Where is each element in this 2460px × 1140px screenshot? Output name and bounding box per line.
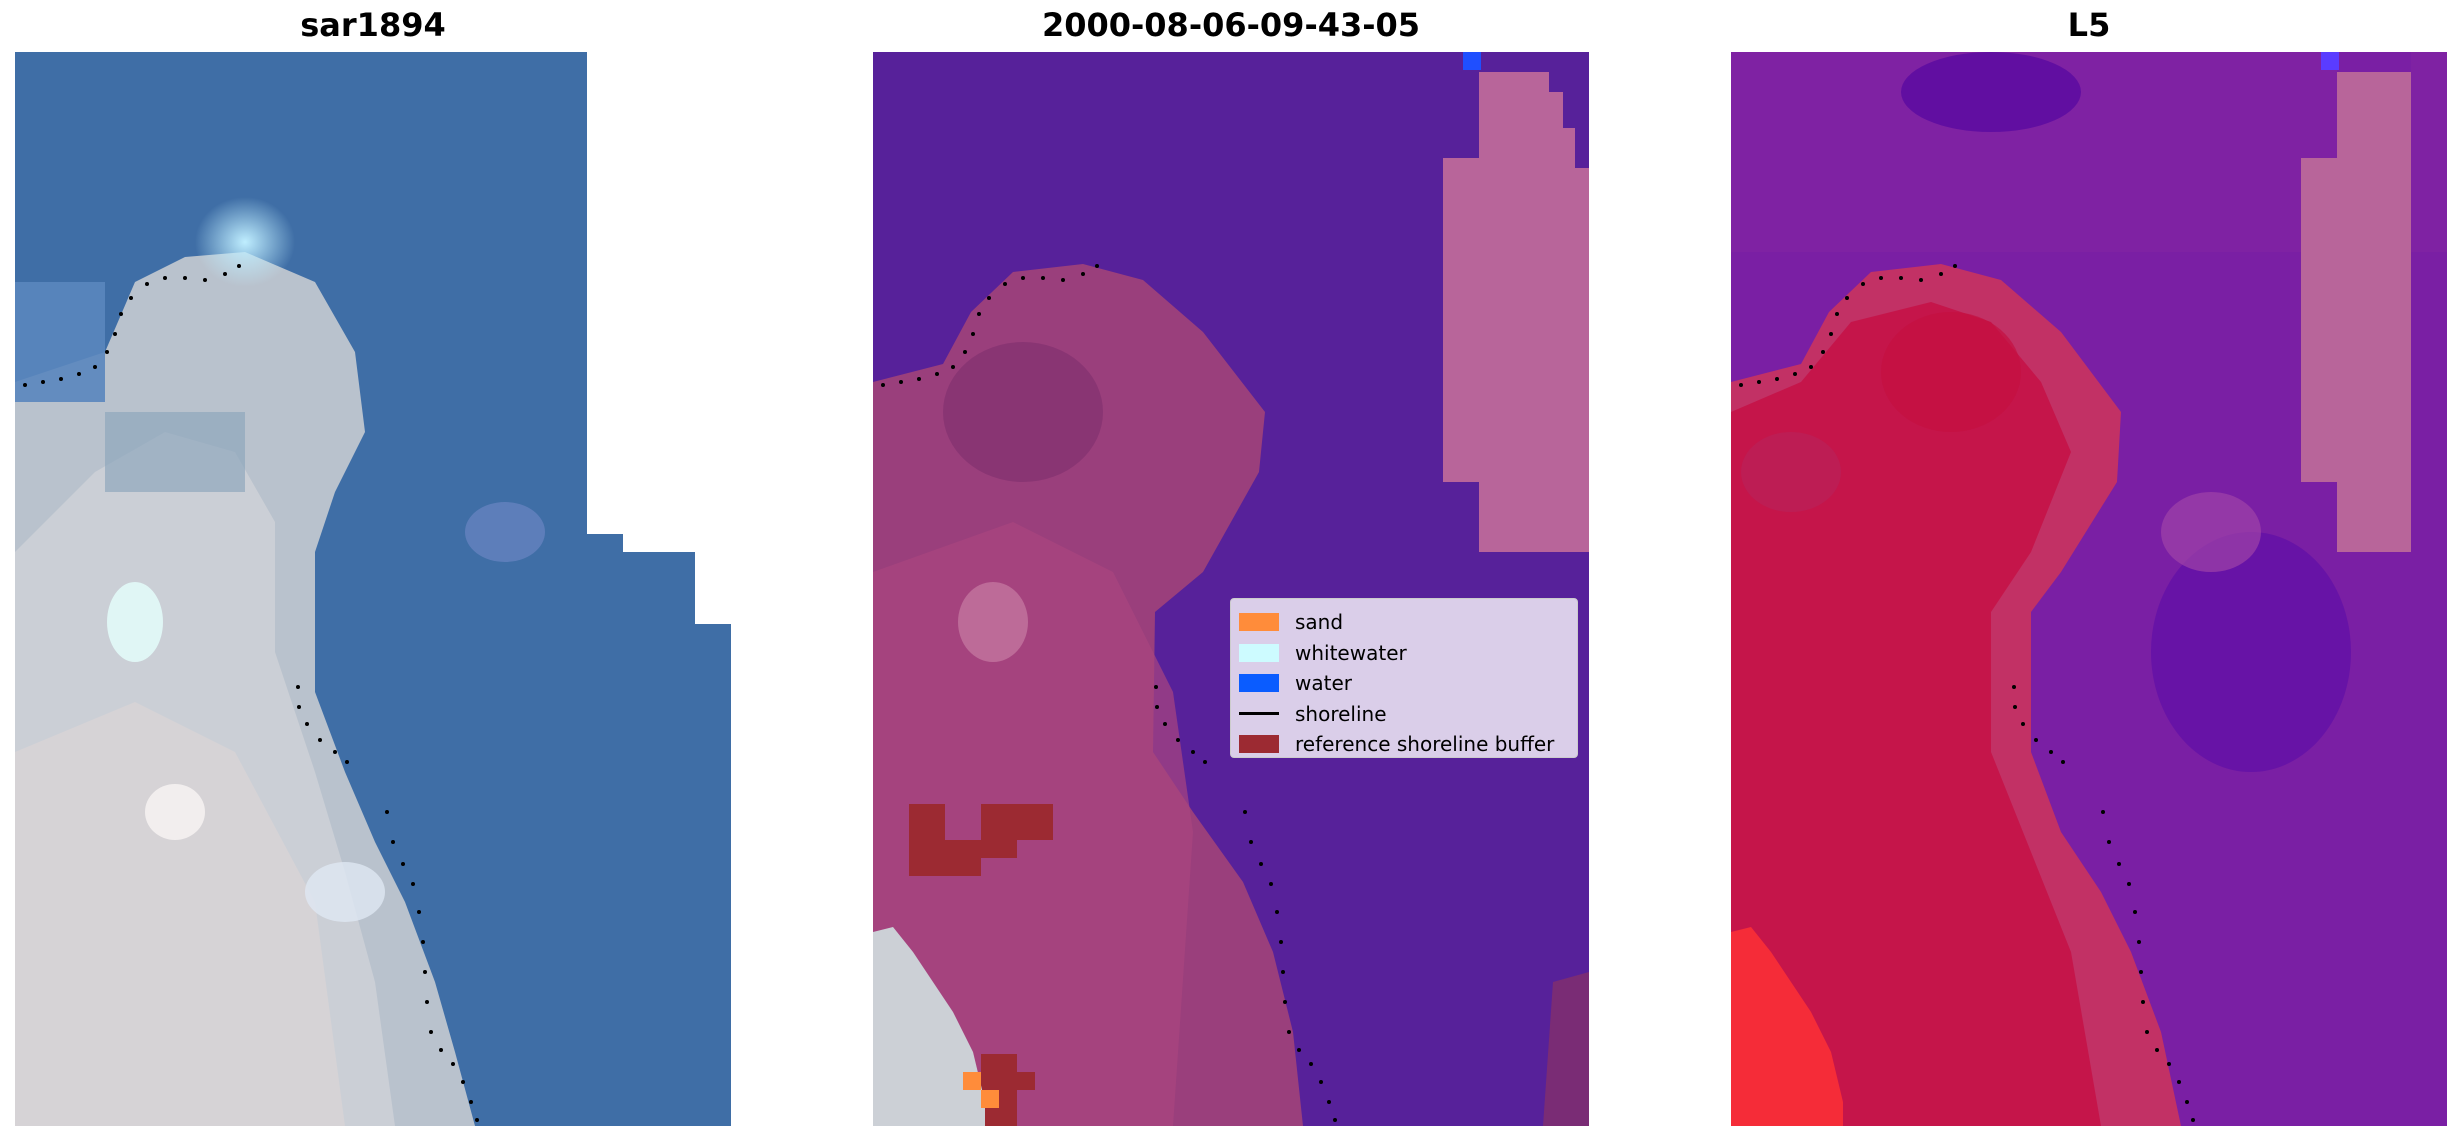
- panel-title-rgb: sar1894: [300, 6, 446, 44]
- shoreline-dots: [881, 264, 1337, 1122]
- legend-label-water: water: [1295, 671, 1352, 696]
- legend-item-whitewater: whitewater: [1239, 638, 1569, 669]
- water-swatch: [1239, 674, 1279, 693]
- shoreline-dots: [23, 264, 479, 1122]
- panel-title-index: L5: [2067, 6, 2111, 44]
- sand-swatch: [1239, 613, 1279, 632]
- legend-item-shoreline: shoreline: [1239, 699, 1569, 730]
- classification-image: [873, 52, 1589, 1126]
- legend: sand whitewater water shoreline referenc…: [1230, 598, 1578, 758]
- legend-label-sand: sand: [1295, 610, 1344, 635]
- rgb-image: [15, 52, 731, 1126]
- shoreline-line-icon: [1239, 712, 1279, 716]
- legend-label-whitewater: whitewater: [1295, 640, 1407, 665]
- reference-buffer-swatch: [1239, 735, 1279, 754]
- legend-item-sand: sand: [1239, 607, 1569, 638]
- legend-item-water: water: [1239, 668, 1569, 699]
- reference-shoreline-buffer: [909, 804, 1053, 1126]
- rgb-image-panel: [15, 52, 731, 1126]
- index-panel: [1731, 52, 2447, 1126]
- index-image: [1731, 52, 2447, 1126]
- shoreline-dots: [1739, 264, 2195, 1122]
- panel-title-classification: 2000-08-06-09-43-05: [1041, 6, 1421, 44]
- legend-item-reference-buffer: reference shoreline buffer: [1239, 729, 1569, 760]
- legend-label-shoreline: shoreline: [1295, 701, 1387, 726]
- classification-panel: [873, 52, 1589, 1126]
- whitewater-swatch: [1239, 643, 1279, 662]
- legend-label-reference-buffer: reference shoreline buffer: [1295, 732, 1555, 757]
